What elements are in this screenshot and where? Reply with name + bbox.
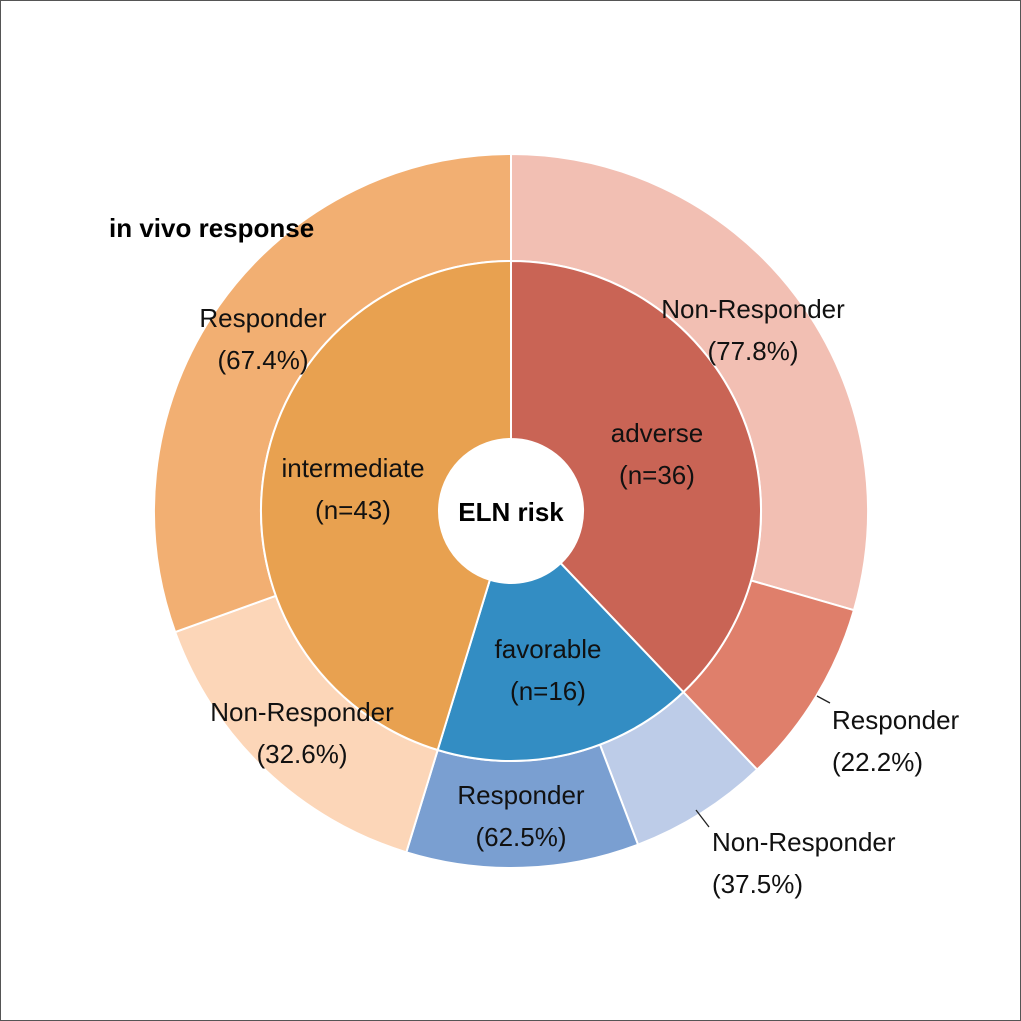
inner-label-favorable: favorable (n=16) [495, 634, 602, 706]
outer-label-adverse-responder: Responder (22.2%) [832, 705, 960, 777]
outer-ring-title: in vivo response [109, 213, 314, 243]
inner-ring [260, 259, 762, 762]
outer-label-favorable-responder: Responder (62.5%) [457, 780, 585, 852]
leader-lines [695, 695, 831, 828]
leader-line-adverse-responder [816, 695, 831, 704]
outer-label-intermediate-responder: Responder (67.4%) [199, 303, 327, 375]
inner-label-intermediate: intermediate (n=43) [281, 453, 424, 525]
chart-labels: ELN risk in vivo response adverse (n=36) N… [109, 213, 960, 899]
outer-label-favorable-non-responder: Non-Responder (37.5%) [712, 827, 896, 899]
center-label: ELN risk [458, 497, 564, 527]
inner-label-adverse: adverse (n=36) [611, 418, 704, 490]
leader-line-favorable-non-responder [695, 809, 710, 828]
center-hole [439, 439, 583, 583]
outer-ring [153, 152, 869, 869]
outer-label-adverse-non-responder: Non-Responder (77.8%) [661, 294, 845, 366]
outer-label-intermediate-non-responder: Non-Responder (32.6%) [210, 697, 394, 769]
